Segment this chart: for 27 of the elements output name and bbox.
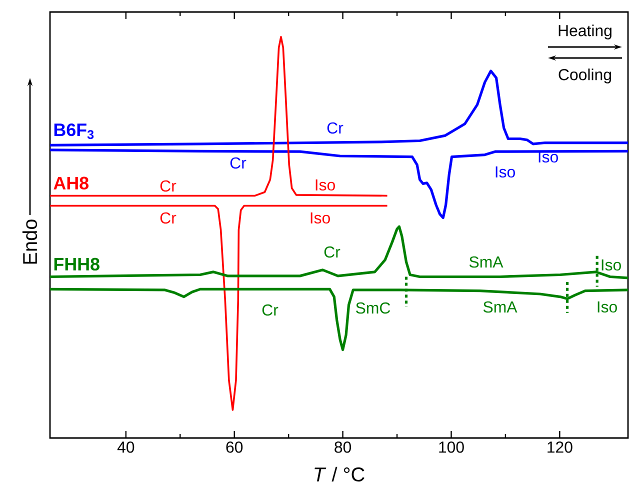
annotation: Iso xyxy=(598,301,617,313)
annotation: Heating xyxy=(558,24,612,40)
annotation: Iso xyxy=(496,166,515,178)
x-tick-label: 120 xyxy=(548,442,572,453)
annotation: SmA xyxy=(483,301,518,313)
annotation: Cooling xyxy=(558,68,611,84)
annotation: Iso xyxy=(316,179,335,191)
annotation: Cr xyxy=(230,157,246,169)
annotation: Cr xyxy=(324,246,340,258)
series-label: FHH8 xyxy=(54,258,100,271)
annotation: Cr xyxy=(262,304,278,316)
annotation: Cr xyxy=(160,212,176,224)
series-label: B6F$_{3}$ xyxy=(54,123,94,139)
annotation: Iso xyxy=(538,151,558,163)
annotation: Iso xyxy=(602,259,621,271)
annotation: SmA xyxy=(469,256,504,268)
y-axis-title: Endo xyxy=(22,220,38,264)
annotation: SmC xyxy=(356,302,390,314)
annotation: Cr xyxy=(160,180,176,192)
x-tick-label: 40 xyxy=(117,442,134,453)
x-tick-label: 100 xyxy=(439,442,464,453)
series-label: AH8 xyxy=(54,176,89,190)
annotation: Cr xyxy=(327,122,344,134)
x-tick-label: 80 xyxy=(334,442,352,453)
x-tick-label: 60 xyxy=(226,442,243,453)
x-axis-title: T / °C xyxy=(314,466,364,482)
annotation: Iso xyxy=(310,212,330,224)
